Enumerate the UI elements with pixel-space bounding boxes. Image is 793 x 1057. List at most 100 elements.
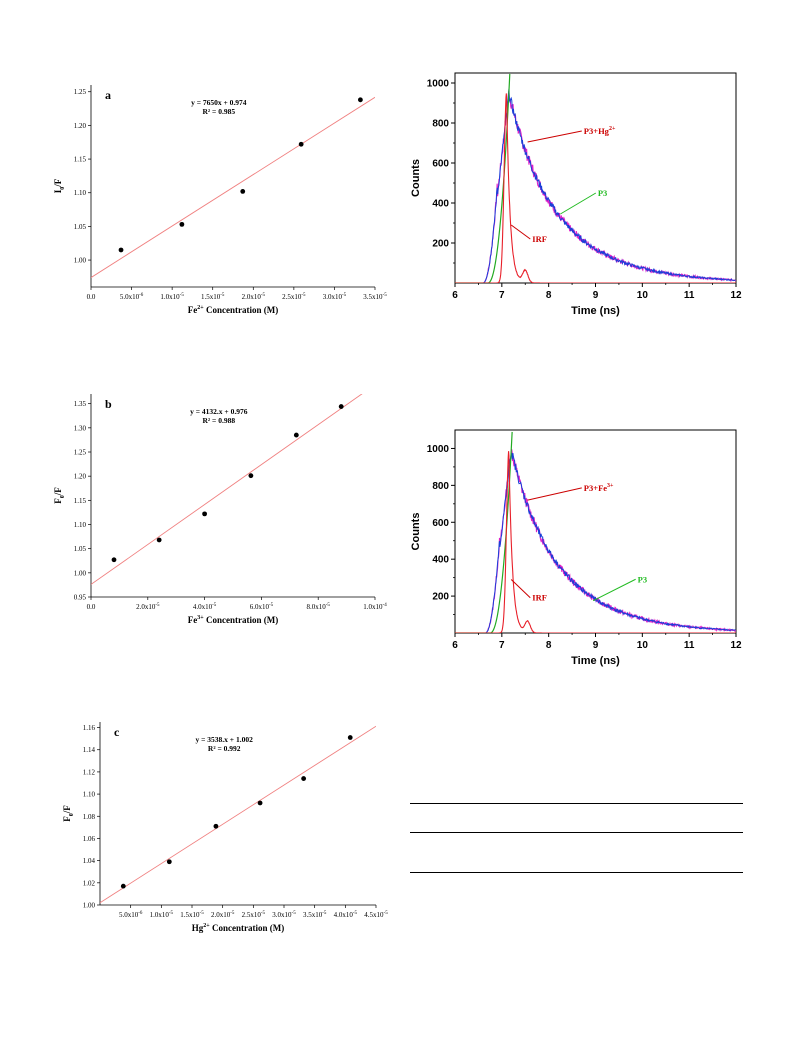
x-axis-title: Time (ns) [571, 305, 620, 317]
y-axis-title: Counts [410, 513, 422, 551]
x-tick-label: 1.0x10-5 [150, 911, 174, 919]
x-tick-label: 5.0x10-6 [120, 293, 144, 301]
label-p3: P3 [598, 188, 607, 198]
x-tick-label: 10 [637, 290, 649, 301]
data-point [248, 473, 254, 479]
plot-frame [454, 429, 737, 634]
x-tick-label: 8 [546, 640, 552, 651]
x-tick-label: 5.0x10-6 [119, 911, 143, 919]
y-tick-label: 1.30 [74, 424, 87, 432]
pointer-ion [527, 487, 582, 501]
y-tick-label: 200 [432, 239, 449, 250]
data-point [120, 883, 126, 889]
x-tick-label: 6.0x10-5 [250, 603, 274, 611]
trace-p3 [455, 88, 736, 283]
x-tick-label: 4.0x10-5 [193, 603, 217, 611]
label-ion: P3+Fe3+ [584, 483, 614, 493]
x-tick-label: 3.5x10-5 [363, 293, 387, 301]
y-axis-title: I0/F [53, 178, 66, 193]
x-tick-label: 2.5x10-5 [282, 293, 306, 301]
y-axis-title: Counts [410, 159, 422, 197]
y-tick-label: 800 [432, 481, 449, 492]
label-ion: P3+Hg2+ [584, 126, 616, 136]
chart-b-stern-volmer-fe3: 0.95 1.00 1.05 1.10 1.15 1.20 1.25 1.30 1.35 0.0 2… [53, 394, 387, 625]
label-irf: IRF [532, 593, 547, 603]
pointer-p3 [592, 578, 636, 602]
y-tick-label: 600 [432, 518, 449, 529]
panel-label: a [105, 88, 111, 102]
x-axis-title: Time (ns) [571, 655, 620, 667]
y-tick-label: 1.05 [74, 545, 87, 553]
fit-r-squared: R² = 0.985 [203, 107, 236, 116]
y-tick-label: 1.15 [74, 497, 87, 505]
x-tick-label: 9 [593, 640, 599, 651]
data-point [293, 432, 299, 438]
y-tick-label: 600 [432, 159, 449, 170]
trace-p3 [455, 452, 736, 633]
chart-d-decay-hg: 6 7 8 9 10 11 12 200 400 600 800 1000 Time (ns) Count… [410, 72, 742, 317]
fit-line [100, 725, 376, 904]
data-point [202, 511, 208, 517]
data-point [338, 404, 344, 409]
data-point [213, 823, 219, 829]
y-tick-label: 1.10 [74, 521, 87, 529]
y-tick-label: 800 [432, 119, 449, 130]
x-tick-label: 1.0x10-5 [160, 293, 184, 301]
data-point [166, 859, 172, 865]
table-bottom-rule [410, 872, 743, 873]
y-tick-label: 1.10 [83, 791, 96, 799]
x-tick-label: 1.5x10-5 [180, 911, 204, 919]
y-tick-label: 1.20 [74, 122, 87, 130]
y-axis-title: F0/F [62, 805, 75, 822]
x-tick-label: 3.5x10-5 [303, 911, 327, 919]
x-tick-label: 4.5x10-5 [364, 911, 388, 919]
x-axis-title: Hg2+ Concentration (M) [192, 923, 284, 933]
x-tick-label: 3.0x10-5 [323, 293, 347, 301]
y-tick-label: 1.06 [83, 835, 96, 843]
x-tick-label: 4.0x10-5 [334, 911, 358, 919]
y-tick-label: 1000 [427, 444, 450, 455]
x-tick-label: 7 [499, 290, 505, 301]
x-axis-title: Fe3+ Concentration (M) [188, 615, 278, 625]
fit-equation: y = 7650x + 0.974 [191, 98, 247, 107]
y-tick-label: 400 [432, 555, 449, 566]
x-tick-label: 2.0x10-5 [242, 293, 266, 301]
y-axis-title: F0/F [53, 487, 66, 504]
x-tick-label: 12 [730, 640, 742, 651]
y-tick-label: 1.00 [83, 902, 96, 910]
x-tick-label: 2.0x10-5 [136, 603, 160, 611]
x-tick-label: 12 [730, 290, 742, 301]
y-tick-label: 1000 [427, 79, 450, 90]
y-tick-label: 1.25 [74, 88, 87, 96]
x-tick-label: 8.0x10-5 [306, 603, 330, 611]
panel-label: b [105, 397, 112, 411]
data-point [240, 188, 246, 194]
x-tick-label: 10 [637, 640, 649, 651]
x-tick-label: 2.0x10-5 [211, 911, 235, 919]
fit-equation: y = 3538.x + 1.002 [196, 735, 254, 744]
trace-p3-ion [455, 449, 736, 633]
pointer-irf [510, 224, 531, 240]
y-tick-label: 1.10 [74, 189, 87, 197]
x-tick-label: 9 [593, 290, 599, 301]
chart-e-decay-fe: 6 7 8 9 10 11 12 200 400 600 800 1000 Time (ns) Count… [410, 429, 742, 667]
y-tick-label: 1.25 [74, 449, 87, 457]
fit-line [91, 394, 363, 585]
y-tick-label: 0.95 [74, 594, 87, 602]
data-point [118, 247, 124, 253]
y-tick-label: 1.35 [74, 400, 87, 408]
fit-line [91, 96, 375, 278]
y-tick-label: 1.14 [83, 746, 96, 754]
fit-r-squared: R² = 0.988 [203, 416, 236, 425]
y-tick-label: 1.02 [83, 879, 96, 887]
table-header-rule [410, 832, 743, 833]
y-tick-label: 1.15 [74, 156, 87, 164]
x-axis-title: Fe2+ Concentration (M) [188, 305, 278, 315]
x-tick-label: 11 [684, 290, 695, 301]
x-tick-label: 1.0x10-4 [363, 603, 387, 611]
y-tick-label: 1.00 [74, 569, 87, 577]
y-tick-label: 1.08 [83, 813, 96, 821]
y-tick-label: 1.20 [74, 473, 87, 481]
y-tick-label: 400 [432, 199, 449, 210]
fit-equation: y = 4132.x + 0.976 [190, 407, 248, 416]
